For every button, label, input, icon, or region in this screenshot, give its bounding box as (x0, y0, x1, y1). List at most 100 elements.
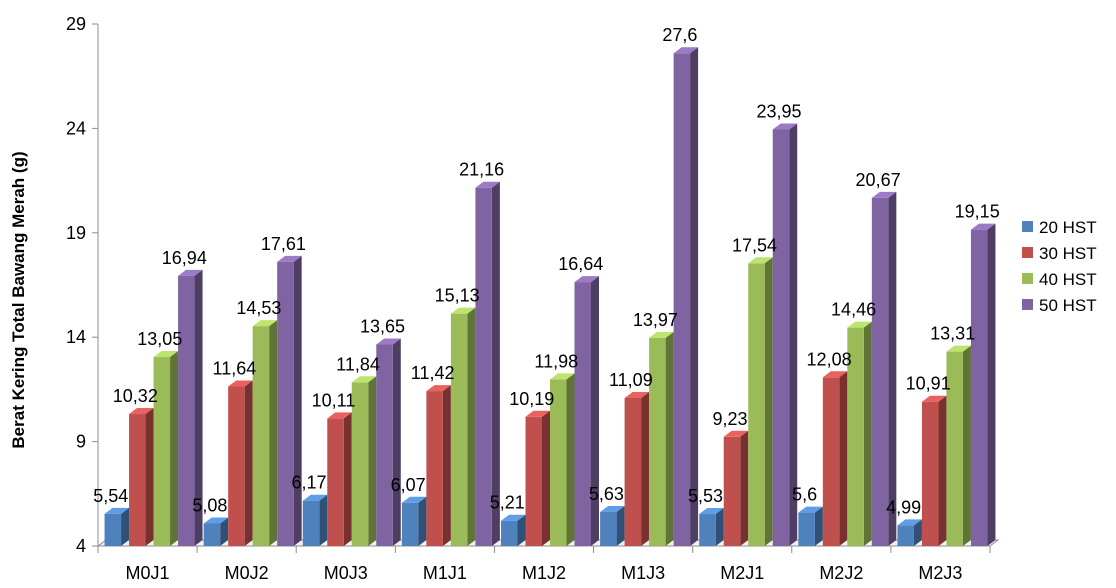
bar-top (772, 123, 798, 130)
data-label: 6,07 (391, 475, 426, 495)
bar (574, 276, 599, 546)
bar-front (897, 525, 914, 546)
bar-front (426, 391, 443, 546)
bar (153, 351, 179, 546)
bar-front (450, 313, 468, 546)
data-label: 10,11 (312, 390, 356, 410)
bar-top (277, 255, 302, 262)
data-label: 5,21 (490, 493, 525, 513)
bar-top (203, 517, 229, 524)
legend-label: 30 HST (1039, 244, 1097, 263)
bar-side (888, 191, 897, 546)
x-tick-label: M0J1 (126, 563, 170, 583)
bar-side (690, 47, 699, 547)
bar-front (178, 275, 195, 546)
bar (772, 123, 798, 546)
bar-top (153, 351, 179, 358)
bar-front (351, 382, 369, 546)
data-label: 10,32 (113, 386, 158, 406)
bar-front (772, 129, 790, 546)
bar (673, 47, 699, 547)
data-label: 15,13 (435, 286, 480, 306)
bar-side (194, 269, 203, 546)
data-labels: 5,54 10,32 13,05 16,94 5,08 11,64 14,53 17,61 6,… (93, 25, 999, 517)
x-tick-label: M0J2 (225, 563, 269, 583)
bar-top (871, 191, 897, 198)
bar-top (129, 408, 154, 415)
bar-top (723, 430, 749, 437)
bar-side (368, 376, 377, 546)
bar-top (673, 47, 699, 54)
bar-side (913, 519, 922, 546)
bar (822, 371, 848, 546)
bar-front (277, 261, 294, 546)
bar-front (302, 500, 320, 546)
bar-side (789, 123, 798, 546)
bar-front (673, 53, 691, 547)
bar-front (798, 512, 815, 546)
bar-top (649, 331, 674, 338)
bar (798, 506, 823, 546)
data-label: 5,54 (93, 486, 128, 506)
y-tick-label: 19 (66, 223, 86, 243)
bar (723, 430, 749, 546)
bar (129, 408, 154, 546)
bar (921, 395, 947, 546)
bar (699, 508, 724, 546)
bar-top (798, 506, 823, 513)
data-label: 27,6 (662, 25, 697, 45)
bar-front (624, 397, 642, 546)
bar-top (699, 508, 724, 515)
bar (897, 519, 922, 546)
legend-entry: 20 HST (1022, 218, 1097, 237)
bar-top (450, 307, 476, 314)
legend-entry: 30 HST (1022, 244, 1097, 263)
bar-top (624, 391, 650, 398)
bar-side (244, 380, 253, 546)
bar-front (871, 197, 889, 546)
legend-entry: 50 HST (1022, 296, 1097, 315)
bar-top (550, 373, 575, 380)
bar (450, 307, 476, 546)
bar (252, 320, 278, 546)
bar-side (863, 321, 872, 546)
bar-side (491, 181, 500, 546)
bar (351, 376, 377, 546)
y-tick-label: 9 (76, 432, 86, 452)
bar (178, 269, 203, 546)
bar-side (392, 338, 401, 546)
bar-top (501, 514, 526, 521)
bar (376, 338, 401, 546)
bar-top (946, 345, 971, 352)
bar-top (376, 338, 401, 345)
bar-side (616, 505, 625, 546)
bar-side (269, 320, 278, 546)
bar (525, 410, 550, 546)
data-label: 10,19 (509, 389, 554, 409)
data-label: 9,23 (712, 409, 747, 429)
bar-side (343, 412, 352, 546)
bar-top (822, 371, 848, 378)
bar (426, 385, 451, 546)
data-label: 13,97 (633, 310, 678, 330)
data-label: 23,95 (756, 101, 801, 121)
data-label: 14,46 (831, 300, 876, 320)
data-label: 5,53 (688, 486, 723, 506)
bar-front (475, 187, 492, 546)
data-label: 6,17 (292, 473, 327, 493)
x-tick-label: M0J3 (324, 563, 368, 583)
bar-side (467, 307, 476, 546)
bar-side (418, 496, 427, 546)
bar-front (946, 351, 963, 546)
data-label: 17,54 (732, 235, 777, 255)
bar-top (574, 276, 599, 283)
data-label: 16,64 (558, 254, 603, 274)
legend-label: 20 HST (1039, 218, 1097, 237)
bar-side (962, 345, 971, 546)
legend-swatch (1022, 221, 1033, 232)
bar-front (921, 401, 939, 546)
data-label: 20,67 (856, 170, 901, 190)
data-label: 4,99 (886, 497, 921, 517)
data-label: 19,15 (955, 202, 1000, 222)
